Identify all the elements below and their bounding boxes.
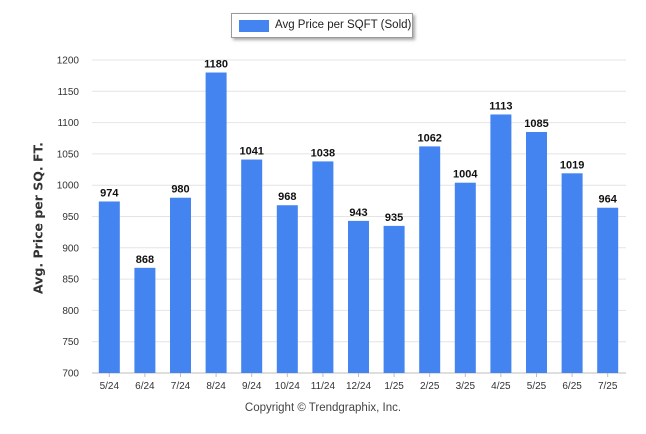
bar	[348, 220, 369, 373]
data-label: 935	[385, 212, 403, 224]
data-label: 968	[278, 191, 296, 203]
bar	[134, 267, 156, 373]
y-tick-label: 800	[62, 306, 79, 317]
y-axis-ticks: 700 750 800 850 900 950 1000 1050 1100 1150 1200	[57, 56, 80, 380]
data-label: 974	[100, 187, 119, 199]
bar	[454, 182, 476, 373]
data-label: 1041	[239, 146, 263, 158]
data-label: 868	[136, 254, 154, 266]
y-tick-label: 1200	[57, 56, 80, 67]
y-tick-label: 900	[62, 243, 79, 254]
legend: Avg Price per SQFT (Sold)	[231, 13, 413, 38]
bar	[383, 225, 405, 373]
data-label: 943	[349, 207, 367, 219]
x-tick-label: 12/24	[346, 381, 371, 392]
y-tick-label: 1150	[57, 87, 79, 98]
x-tick-label: 3/25	[456, 381, 476, 392]
data-label: 1062	[417, 132, 441, 144]
x-tick-label: 7/25	[598, 381, 618, 392]
data-label: 1113	[489, 100, 512, 112]
bar	[561, 173, 583, 373]
y-tick-label: 1100	[57, 118, 79, 129]
y-tick-label: 850	[62, 275, 79, 286]
data-labels: 974 868 980 1180 1041 968 1038 943 935 1062 1004 11…	[100, 59, 618, 266]
data-label: 1038	[311, 147, 335, 159]
bar	[98, 201, 120, 373]
y-tick-label: 700	[62, 369, 79, 380]
x-tick-label: 9/24	[242, 381, 262, 392]
bar	[312, 161, 334, 373]
bar	[276, 205, 298, 373]
bar	[170, 197, 191, 373]
x-tick-label: 1/25	[384, 381, 404, 392]
bar	[490, 114, 512, 373]
bar	[419, 146, 441, 373]
data-label: 1180	[204, 59, 228, 71]
data-label: 1004	[453, 169, 478, 181]
x-tick-label: 11/24	[311, 381, 336, 392]
x-tick-label: 6/25	[562, 381, 582, 392]
x-tick-label: 7/24	[171, 381, 191, 392]
bar	[597, 207, 619, 373]
data-label: 1019	[560, 159, 584, 171]
legend-label: Avg Price per SQFT (Sold)	[275, 19, 412, 31]
y-tick-label: 1000	[57, 181, 80, 192]
x-tick-label: 2/25	[420, 381, 440, 392]
data-label: 980	[171, 184, 189, 196]
bar	[241, 159, 263, 373]
x-tick-label: 6/24	[135, 381, 155, 392]
y-tick-label: 950	[62, 212, 79, 223]
x-tick-label: 4/25	[491, 381, 511, 392]
bar	[205, 72, 227, 374]
x-tick-label: 10/24	[275, 381, 300, 392]
x-tick-label: 5/25	[527, 381, 547, 392]
y-tick-label: 750	[62, 337, 79, 348]
x-axis-ticks: 5/24 6/24 7/24 8/24 9/24 10/24 11/24 12/24 1/25 2…	[100, 373, 618, 392]
bar	[526, 131, 547, 373]
y-axis-label: Avg. Price per SQ. FT.	[30, 142, 46, 294]
data-label: 964	[599, 194, 618, 206]
x-tick-label: 8/24	[206, 381, 226, 392]
legend-swatch	[239, 20, 269, 32]
data-label: 1085	[524, 118, 548, 130]
bars	[98, 72, 619, 374]
x-tick-label: 5/24	[100, 381, 120, 392]
copyright: Copyright © Trendgraphix, Inc.	[244, 402, 402, 414]
y-tick-label: 1050	[57, 149, 80, 160]
